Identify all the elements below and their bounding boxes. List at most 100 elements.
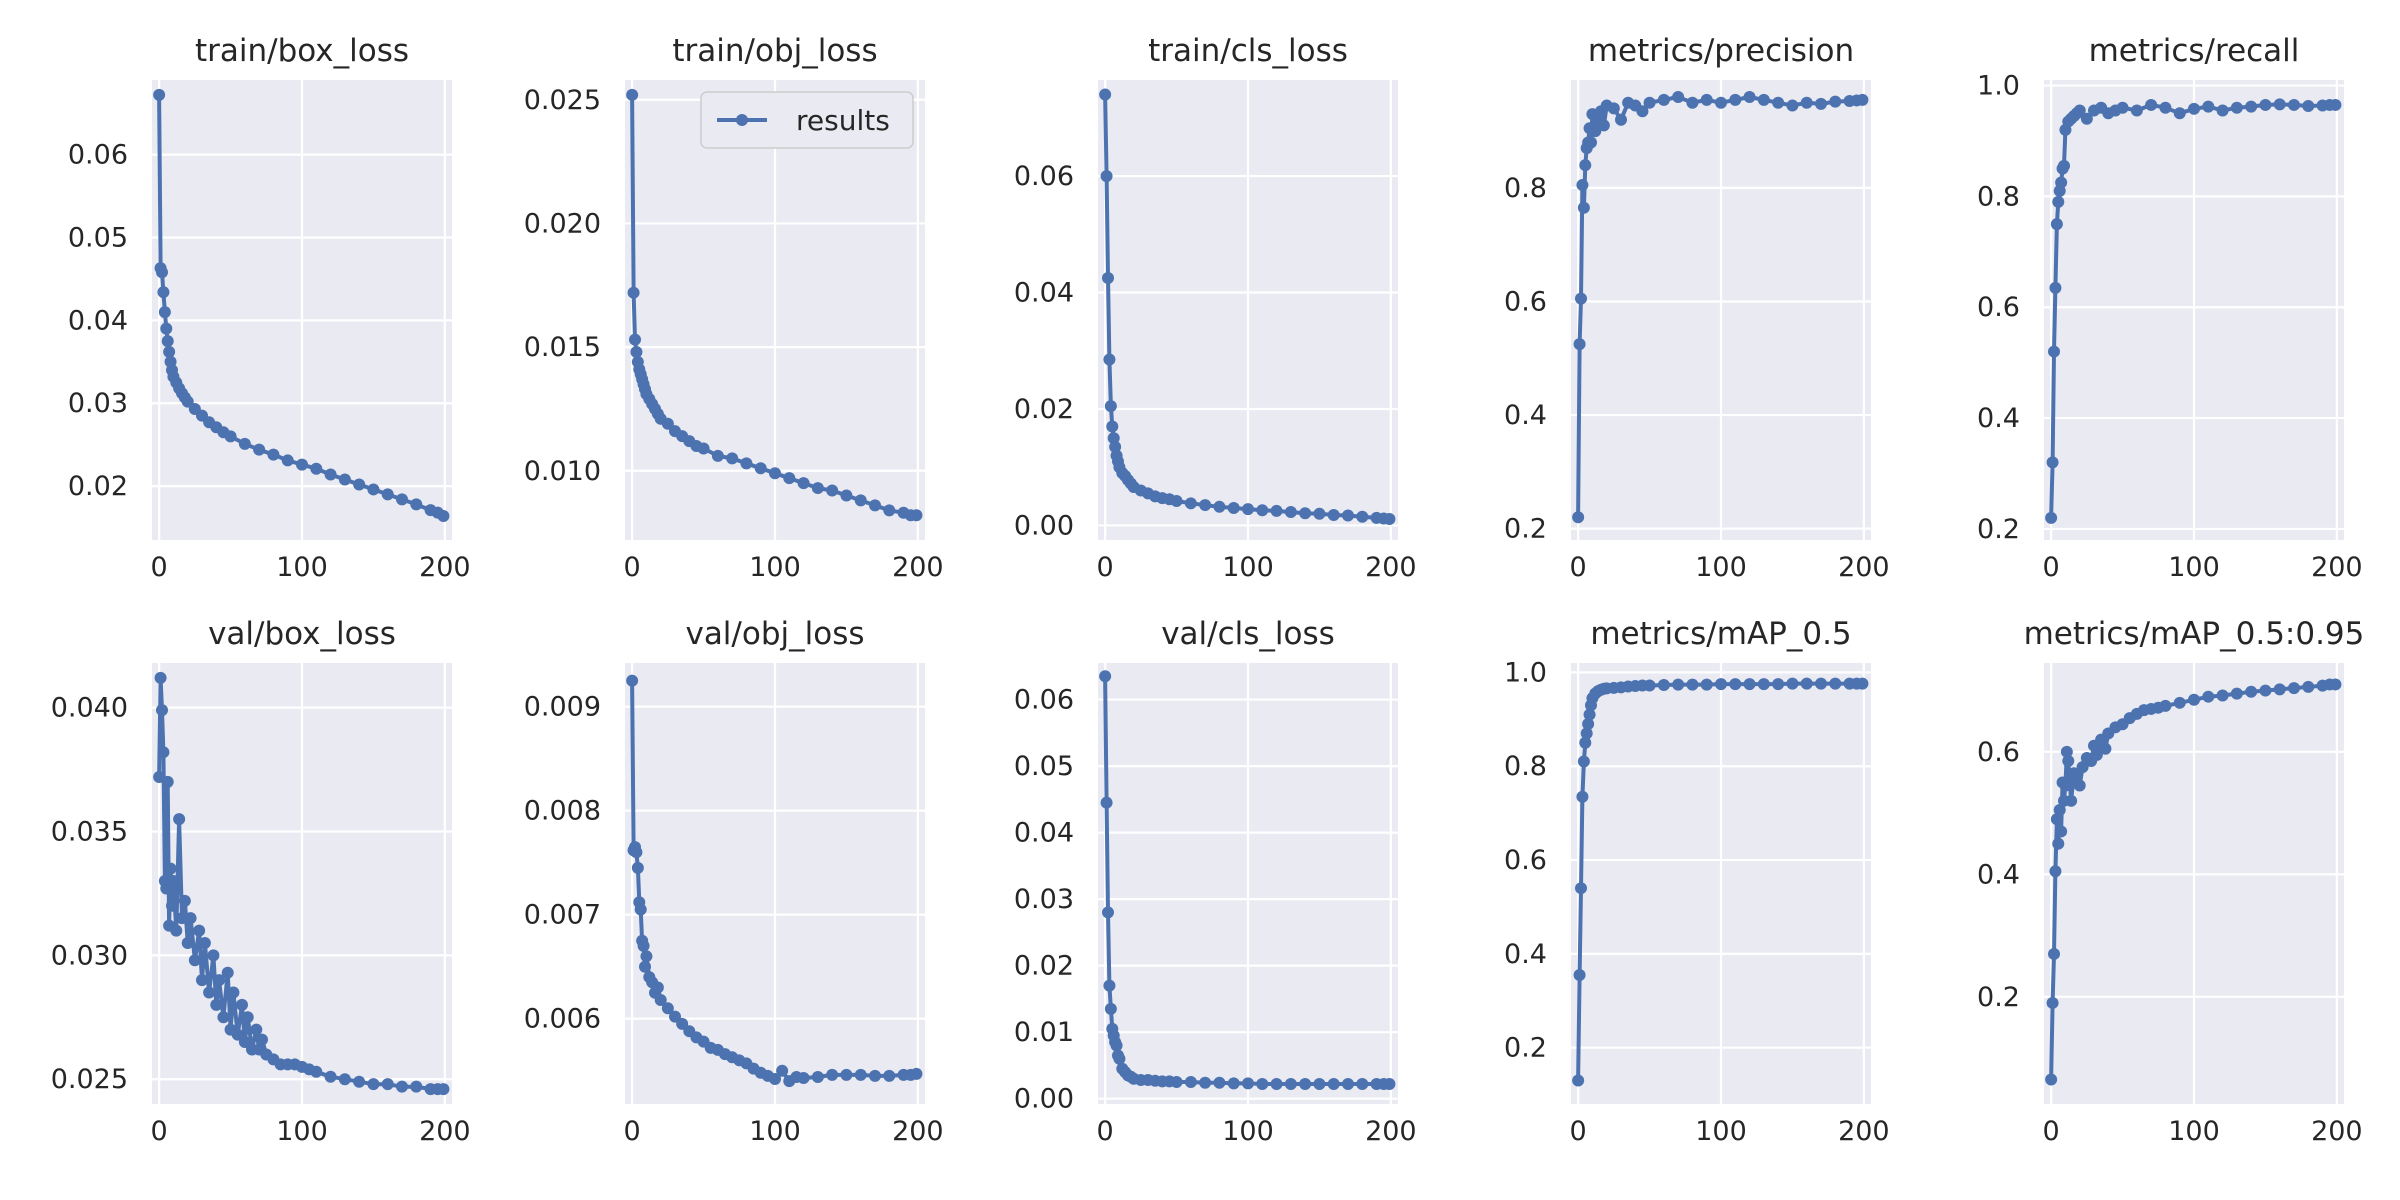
data-point (238, 437, 251, 450)
data-point (231, 1028, 244, 1041)
data-point (1577, 755, 1590, 768)
data-point (2060, 745, 2073, 758)
data-point (236, 998, 248, 1011)
data-point (1227, 501, 1240, 514)
data-point (2259, 98, 2272, 111)
data-point (910, 1067, 923, 1080)
data-point (1313, 1078, 1326, 1091)
data-point (324, 1070, 337, 1083)
data-point (181, 395, 194, 408)
data-point (1829, 95, 1842, 108)
data-point (910, 509, 923, 522)
data-point (203, 986, 216, 999)
y-tick-label: 0.6 (1504, 286, 1547, 317)
data-point (1657, 93, 1670, 106)
y-tick-label: 0.4 (1504, 400, 1547, 431)
x-tick-label: 200 (892, 1116, 944, 1147)
data-point (1227, 1077, 1240, 1090)
x-tick-label: 0 (624, 1116, 641, 1147)
data-point (1579, 736, 1592, 749)
data-point (826, 1068, 839, 1081)
data-point (156, 266, 168, 279)
data-point (797, 477, 810, 490)
data-point (217, 1011, 230, 1024)
data-point (166, 899, 178, 912)
x-tick-label: 0 (624, 552, 641, 583)
data-point (157, 286, 170, 299)
data-point (1757, 93, 1770, 106)
data-point (437, 509, 450, 522)
data-point (2046, 456, 2059, 469)
data-point (1757, 678, 1770, 691)
data-point (153, 88, 166, 101)
data-point (2058, 159, 2070, 172)
data-point (353, 1075, 366, 1088)
y-tick-label: 0.020 (524, 208, 601, 239)
data-point (160, 322, 173, 335)
data-point (2288, 682, 2300, 695)
x-tick-label: 0 (2043, 552, 2060, 583)
y-tick-label: 0.2 (1977, 982, 2020, 1013)
data-point (1643, 679, 1656, 692)
data-point (2049, 865, 2062, 878)
x-tick-label: 200 (1838, 1116, 1890, 1147)
data-point (2216, 104, 2229, 117)
data-point (630, 346, 643, 359)
y-tick-label: 0.025 (51, 1064, 128, 1095)
data-point (2230, 687, 2243, 700)
y-tick-label: 0.8 (1977, 181, 2020, 212)
data-point (2070, 770, 2083, 783)
data-point (1589, 125, 1602, 138)
data-point (1383, 1078, 1396, 1091)
y-tick-label: 1.0 (1977, 71, 2020, 102)
subplot-title: val/cls_loss (1161, 616, 1335, 652)
y-tick-label: 0.8 (1504, 751, 1547, 782)
data-point (1576, 790, 1589, 803)
data-point (651, 981, 664, 994)
data-point (213, 974, 226, 987)
y-tick-label: 0.00 (1014, 510, 1074, 541)
data-point (178, 894, 191, 907)
data-point (1383, 513, 1396, 526)
data-point (811, 1070, 824, 1083)
data-point (629, 333, 641, 346)
y-tick-label: 0.4 (1504, 939, 1547, 970)
data-point (2090, 748, 2103, 761)
data-point (2062, 755, 2075, 767)
data-point (1856, 93, 1869, 106)
data-point (161, 775, 174, 788)
data-point (2046, 996, 2059, 1009)
subplot: 0 100 200 0.010 0.015 0.020 0.025 train/obj_los… (524, 33, 944, 583)
data-point (250, 1023, 263, 1036)
data-point (1643, 96, 1656, 109)
data-point (1284, 506, 1297, 519)
data-point (1270, 1078, 1283, 1091)
y-tick-label: 0.008 (524, 796, 601, 827)
data-point (1356, 510, 1369, 523)
data-point (241, 1011, 254, 1024)
data-point (281, 454, 294, 467)
data-point (207, 949, 220, 962)
data-point (726, 452, 739, 465)
data-point (661, 1002, 674, 1015)
data-point (1815, 97, 1827, 110)
y-tick-label: 0.6 (1977, 737, 2020, 768)
data-point (2116, 101, 2129, 114)
data-point (2230, 101, 2243, 114)
data-point (2273, 683, 2286, 696)
x-tick-label: 0 (151, 552, 168, 583)
data-point (2050, 813, 2063, 826)
data-point (2049, 281, 2062, 294)
data-point (783, 472, 796, 485)
y-tick-label: 0.4 (1977, 859, 2020, 890)
data-point (164, 862, 177, 875)
data-point (267, 448, 280, 461)
x-tick-label: 100 (1222, 552, 1274, 583)
y-tick-label: 0.2 (1504, 514, 1547, 545)
data-point (227, 986, 240, 999)
data-point (156, 704, 168, 717)
data-point (840, 489, 853, 502)
data-point (661, 417, 674, 430)
data-point (711, 449, 724, 462)
data-point (2302, 100, 2315, 113)
